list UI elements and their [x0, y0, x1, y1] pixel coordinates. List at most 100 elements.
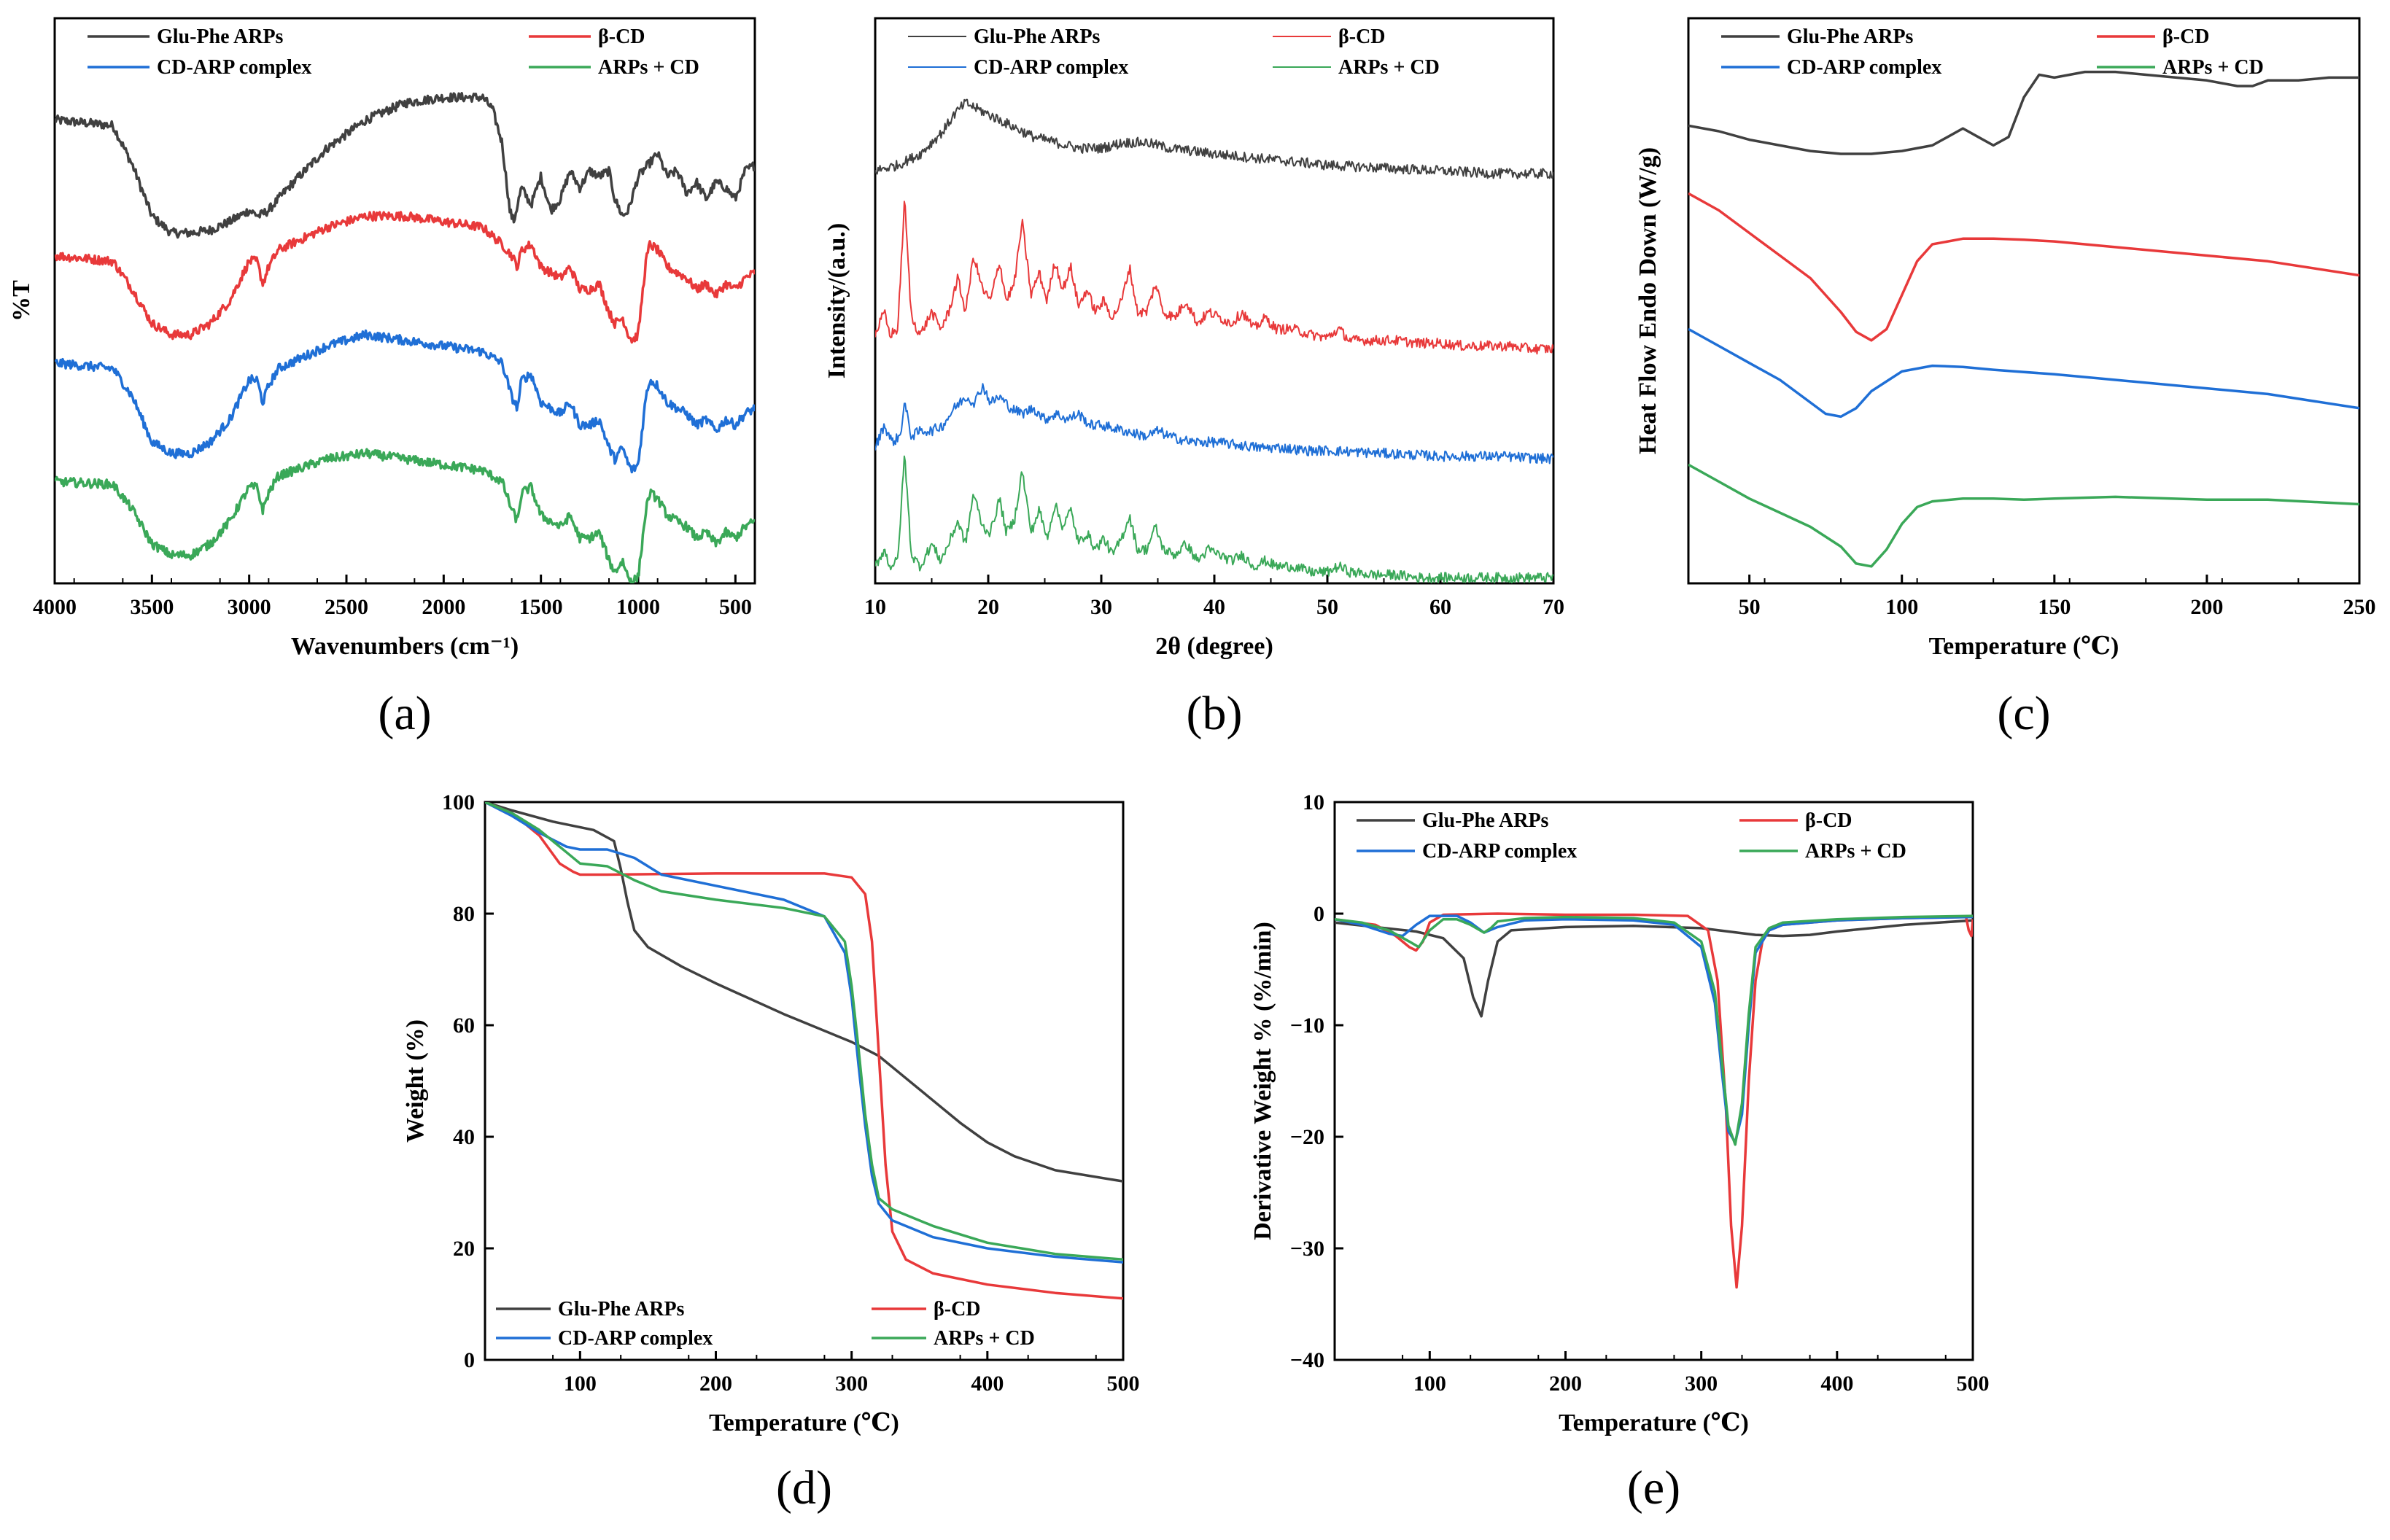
series-line-2 — [1335, 912, 1973, 1289]
x-tick-label: 200 — [699, 1372, 732, 1396]
x-tick-label: 250 — [2343, 595, 2376, 619]
y-axis-title: Heat Flow Endo Down (W/g) — [1634, 147, 1661, 454]
x-axis-title: Wavenumbers (cm⁻¹) — [291, 633, 519, 660]
y-axis-title: Derivative Weight % (%/min) — [1249, 922, 1276, 1240]
y-tick-label: −10 — [1290, 1014, 1324, 1038]
series-line-4 — [1335, 914, 1973, 1146]
panel-d: 100 200 300 400 500 0 20 40 60 80 100 Temperature (… — [402, 790, 1140, 1514]
y-axis-title: Intensity/(a.u.) — [823, 223, 850, 378]
panel-label: (e) — [1627, 1461, 1680, 1514]
y-tick-label: 100 — [442, 790, 475, 814]
y-tick-label: −40 — [1290, 1348, 1324, 1372]
y-tick-label: 0 — [464, 1348, 475, 1372]
y-tick-label: 20 — [453, 1237, 475, 1261]
series-line-4 — [485, 802, 1123, 1261]
x-tick-label: 500 — [1107, 1372, 1140, 1396]
series-line-1 — [875, 98, 1553, 179]
x-tick-label: 100 — [1413, 1372, 1446, 1396]
x-tick-label: 1500 — [519, 595, 563, 619]
series-line-1 — [485, 802, 1123, 1183]
series-line-2 — [485, 802, 1123, 1300]
x-tick-label: 200 — [2190, 595, 2223, 619]
legend-label: ARPs + CD — [2162, 56, 2264, 79]
x-tick-label: 60 — [1429, 595, 1451, 619]
x-tick-label: 3000 — [228, 595, 271, 619]
x-axis-title: Temperature (℃) — [709, 1409, 899, 1436]
panel-label: (c) — [1997, 687, 2050, 740]
series-line-3 — [55, 329, 755, 474]
series-line-2 — [875, 201, 1553, 355]
x-tick-label: 300 — [835, 1372, 868, 1396]
legend-label: CD-ARP complex — [1787, 56, 1941, 79]
legend-label: β-CD — [1338, 26, 1386, 48]
x-tick-label: 1000 — [616, 595, 660, 619]
x-axis-title: Temperature (℃) — [1559, 1409, 1749, 1436]
x-tick-label: 3500 — [130, 595, 174, 619]
legend-label: Glu-Phe ARPs — [1422, 809, 1549, 832]
x-tick-label: 150 — [2038, 595, 2071, 619]
x-tick-label: 200 — [1549, 1372, 1582, 1396]
legend-label: ARPs + CD — [1338, 56, 1440, 79]
x-tick-label: 2000 — [422, 595, 465, 619]
series-line-4 — [1688, 463, 2359, 568]
x-axis-title: 2θ (degree) — [1155, 633, 1273, 660]
x-tick-label: 30 — [1090, 595, 1112, 619]
plot-frame — [1687, 17, 2361, 585]
x-tick-label: 500 — [1957, 1372, 1990, 1396]
series-line-3 — [485, 802, 1123, 1264]
legend-label: CD-ARP complex — [558, 1327, 713, 1350]
y-axis-title: Weight (%) — [402, 1019, 429, 1143]
series-line-2 — [1688, 192, 2359, 342]
y-axis-title: %T — [8, 280, 35, 322]
legend-label: Glu-Phe ARPs — [974, 26, 1101, 48]
y-tick-label: 60 — [453, 1014, 475, 1038]
series-line-3 — [1335, 914, 1973, 1144]
panel-b: 10 20 30 40 50 60 70 2θ (degree) Intensity/(a.u.… — [823, 17, 1564, 740]
y-tick-label: 40 — [453, 1125, 475, 1149]
series-line-3 — [1688, 327, 2359, 419]
legend-label: Glu-Phe ARPs — [157, 26, 284, 48]
series-line-1 — [1688, 70, 2359, 155]
x-tick-label: 10 — [864, 595, 886, 619]
legend-label: Glu-Phe ARPs — [1787, 26, 1914, 48]
panel-e: 100 200 300 400 500 −40 −30 −20 −10 0 10 Temperatur… — [1249, 790, 1990, 1514]
x-tick-label: 4000 — [33, 595, 77, 619]
series-line-1 — [1335, 919, 1973, 1018]
x-axis-title: Temperature (℃) — [1929, 633, 2119, 660]
x-tick-label: 100 — [1885, 595, 1918, 619]
legend-label: β-CD — [934, 1298, 981, 1321]
legend-label: ARPs + CD — [598, 56, 699, 79]
plot-frame — [1333, 801, 1974, 1361]
panel-label: (b) — [1187, 687, 1243, 740]
plot-frame — [53, 17, 756, 585]
y-tick-label: −20 — [1290, 1125, 1324, 1149]
x-tick-label: 50 — [1316, 595, 1338, 619]
legend-label: β-CD — [2162, 26, 2210, 48]
y-tick-label: 80 — [453, 902, 475, 926]
legend-label: CD-ARP complex — [157, 56, 311, 79]
y-tick-label: 10 — [1303, 790, 1324, 814]
panel-c: 50 100 150 200 250 Temperature (℃) Heat Flow E… — [1634, 17, 2376, 740]
x-tick-label: 400 — [971, 1372, 1004, 1396]
series-line-2 — [55, 211, 755, 344]
x-tick-label: 500 — [719, 595, 752, 619]
legend-label: β-CD — [598, 26, 645, 48]
legend-label: ARPs + CD — [934, 1327, 1035, 1350]
y-tick-label: −30 — [1290, 1237, 1324, 1261]
panel-label: (d) — [776, 1461, 832, 1514]
y-tick-label: 0 — [1314, 902, 1324, 926]
panel-a: 4000 3500 3000 2500 2000 1500 1000 500 Wavenumbe… — [8, 17, 756, 740]
x-tick-label: 300 — [1685, 1372, 1718, 1396]
series-line-1 — [55, 92, 755, 239]
x-tick-label: 70 — [1543, 595, 1564, 619]
legend-label: CD-ARP complex — [1422, 840, 1577, 863]
legend-label: Glu-Phe ARPs — [558, 1298, 685, 1321]
series-line-3 — [875, 383, 1553, 464]
legend-label: CD-ARP complex — [974, 56, 1128, 79]
panel-label: (a) — [378, 687, 431, 740]
x-tick-label: 20 — [977, 595, 999, 619]
x-tick-label: 2500 — [325, 595, 368, 619]
x-tick-label: 50 — [1739, 595, 1761, 619]
legend-label: ARPs + CD — [1805, 840, 1906, 863]
